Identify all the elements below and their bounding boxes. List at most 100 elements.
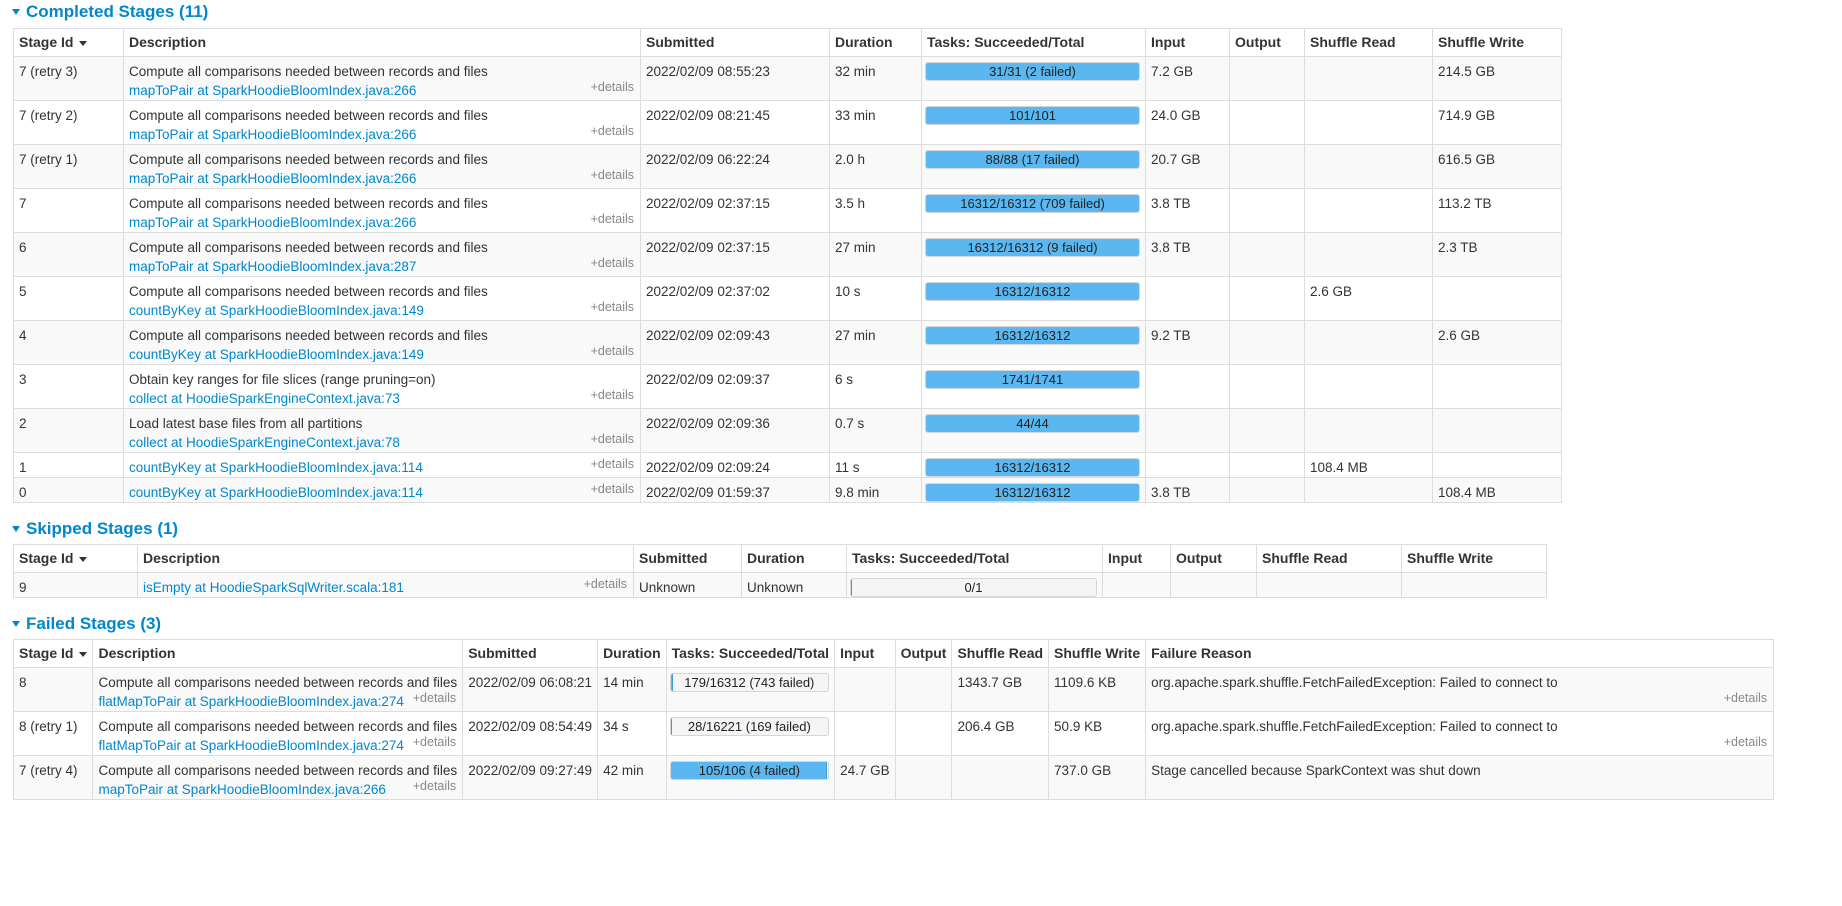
input-size [1145, 364, 1230, 409]
column-header-output[interactable]: Output [1170, 544, 1257, 573]
tasks-cell: 16312/16312 [921, 452, 1146, 478]
column-header-input[interactable]: Input [1102, 544, 1171, 573]
column-header-duration[interactable]: Duration [741, 544, 847, 573]
output-size [1229, 56, 1305, 101]
tasks-cell: 101/101 [921, 100, 1146, 145]
column-header-output[interactable]: Output [894, 639, 953, 668]
column-header-tasks-succeeded-total[interactable]: Tasks: Succeeded/Total [665, 639, 836, 668]
details-toggle[interactable]: +details [590, 457, 634, 471]
stage-name: Compute all comparisons needed between r… [129, 152, 488, 167]
tasks-cell: 1741/1741 [921, 364, 1146, 409]
column-header-label[interactable]: Stage Id [19, 550, 74, 566]
task-progress-bar: 179/16312 (743 failed) [669, 673, 830, 692]
column-header-failure-reason[interactable]: Failure Reason [1145, 639, 1775, 668]
column-header-tasks-succeeded-total[interactable]: Tasks: Succeeded/Total [921, 28, 1146, 57]
shuffle-write: 616.5 GB [1432, 144, 1562, 189]
skipped-stages-section: Skipped Stages (1) Stage Id Description Su… [0, 517, 1842, 598]
collapse-arrow-icon[interactable] [12, 621, 20, 627]
stage-link[interactable]: collect at HoodieSparkEngineContext.java… [129, 435, 400, 450]
column-header-submitted[interactable]: Submitted [633, 544, 742, 573]
stage-link[interactable]: countByKey at SparkHoodieBloomIndex.java… [129, 460, 423, 475]
column-header-shuffle-write[interactable]: Shuffle Write [1432, 28, 1562, 57]
column-header-shuffle-read[interactable]: Shuffle Read [1304, 28, 1433, 57]
stage-link[interactable]: mapToPair at SparkHoodieBloomIndex.java:… [129, 171, 417, 186]
column-header-shuffle-read[interactable]: Shuffle Read [951, 639, 1050, 668]
completed-stages-title[interactable]: Completed Stages (11) [0, 0, 1842, 24]
submitted-time: 2022/02/09 02:09:37 [640, 364, 830, 409]
collapse-arrow-icon[interactable] [12, 9, 20, 15]
details-toggle[interactable]: +details [412, 779, 457, 793]
stage-link[interactable]: mapToPair at SparkHoodieBloomIndex.java:… [129, 83, 417, 98]
input-size [1145, 408, 1230, 453]
details-toggle[interactable]: +details [590, 168, 634, 182]
description-cell: Compute all comparisons needed between r… [123, 276, 641, 321]
column-header-description[interactable]: Description [137, 544, 634, 573]
tasks-cell: 0/1 [846, 572, 1103, 598]
stage-link[interactable]: collect at HoodieSparkEngineContext.java… [129, 391, 400, 406]
submitted-time: 2022/02/09 02:37:02 [640, 276, 830, 321]
column-header-description[interactable]: Description [123, 28, 641, 57]
column-header-input[interactable]: Input [834, 639, 896, 668]
failed-stages-title[interactable]: Failed Stages (3) [0, 612, 1842, 636]
column-header-stage-id[interactable]: Stage Id [13, 544, 138, 573]
column-header-input[interactable]: Input [1145, 28, 1230, 57]
column-header-output[interactable]: Output [1229, 28, 1305, 57]
description-cell: Compute all comparisons needed between r… [92, 711, 464, 756]
tasks-cell: 105/106 (4 failed) [665, 755, 836, 800]
stage-link[interactable]: isEmpty at HoodieSparkSqlWriter.scala:18… [143, 580, 404, 595]
column-header-duration[interactable]: Duration [597, 639, 667, 668]
details-toggle[interactable]: +details [590, 388, 634, 402]
stage-name: Compute all comparisons needed between r… [98, 763, 458, 778]
stage-link[interactable]: mapToPair at SparkHoodieBloomIndex.java:… [129, 215, 417, 230]
column-header-label[interactable]: Stage Id [19, 645, 74, 661]
submitted-time: 2022/02/09 06:22:24 [640, 144, 830, 189]
column-header-stage-id[interactable]: Stage Id [13, 28, 124, 57]
collapse-arrow-icon[interactable] [12, 526, 20, 532]
sort-down-icon[interactable] [79, 40, 88, 46]
stage-name: Compute all comparisons needed between r… [129, 284, 488, 299]
failure-reason: Stage cancelled because SparkContext was… [1151, 763, 1481, 778]
column-header-stage-id[interactable]: Stage Id [12, 639, 94, 668]
column-header-tasks-succeeded-total[interactable]: Tasks: Succeeded/Total [846, 544, 1103, 573]
column-header-shuffle-read[interactable]: Shuffle Read [1256, 544, 1402, 573]
details-toggle[interactable]: +details [590, 124, 634, 138]
stage-id: 7 [13, 188, 124, 233]
column-header-shuffle-write[interactable]: Shuffle Write [1401, 544, 1547, 573]
sort-down-icon[interactable] [79, 556, 88, 562]
column-header-submitted[interactable]: Submitted [640, 28, 830, 57]
details-toggle[interactable]: +details [590, 212, 634, 226]
shuffle-read [1304, 188, 1433, 233]
failure-reason-cell: org.apache.spark.shuffle.FetchFailedExce… [1145, 667, 1775, 712]
progress-label: 16312/16312 (9 failed) [967, 240, 1098, 255]
stage-link[interactable]: flatMapToPair at SparkHoodieBloomIndex.j… [98, 694, 404, 709]
details-toggle[interactable]: +details [583, 577, 627, 591]
tasks-cell: 16312/16312 (9 failed) [921, 232, 1146, 277]
details-toggle[interactable]: +details [590, 80, 634, 94]
submitted-time: 2022/02/09 06:08:21 [462, 667, 599, 712]
details-toggle[interactable]: +details [590, 300, 634, 314]
table-row: 2 Load latest base files from all partiti… [13, 408, 1562, 453]
stage-link[interactable]: mapToPair at SparkHoodieBloomIndex.java:… [129, 127, 417, 142]
failure-details-toggle[interactable]: +details [1723, 691, 1768, 705]
details-toggle[interactable]: +details [590, 344, 634, 358]
stage-link[interactable]: mapToPair at SparkHoodieBloomIndex.java:… [129, 259, 417, 274]
column-header-shuffle-write[interactable]: Shuffle Write [1048, 639, 1147, 668]
progress-label: 28/16221 (169 failed) [687, 719, 811, 734]
details-toggle[interactable]: +details [412, 735, 457, 749]
column-header-submitted[interactable]: Submitted [462, 639, 599, 668]
sort-down-icon[interactable] [79, 651, 88, 657]
stage-link[interactable]: mapToPair at SparkHoodieBloomIndex.java:… [98, 782, 386, 797]
column-header-duration[interactable]: Duration [829, 28, 922, 57]
details-toggle[interactable]: +details [412, 691, 457, 705]
stage-link[interactable]: countByKey at SparkHoodieBloomIndex.java… [129, 303, 424, 318]
failure-details-toggle[interactable]: +details [1723, 735, 1768, 749]
stage-link[interactable]: countByKey at SparkHoodieBloomIndex.java… [129, 485, 423, 500]
skipped-stages-title[interactable]: Skipped Stages (1) [0, 517, 1842, 541]
column-header-description[interactable]: Description [92, 639, 464, 668]
details-toggle[interactable]: +details [590, 432, 634, 446]
column-header-label[interactable]: Stage Id [19, 34, 74, 50]
details-toggle[interactable]: +details [590, 256, 634, 270]
details-toggle[interactable]: +details [590, 482, 634, 496]
stage-link[interactable]: countByKey at SparkHoodieBloomIndex.java… [129, 347, 424, 362]
stage-link[interactable]: flatMapToPair at SparkHoodieBloomIndex.j… [98, 738, 404, 753]
